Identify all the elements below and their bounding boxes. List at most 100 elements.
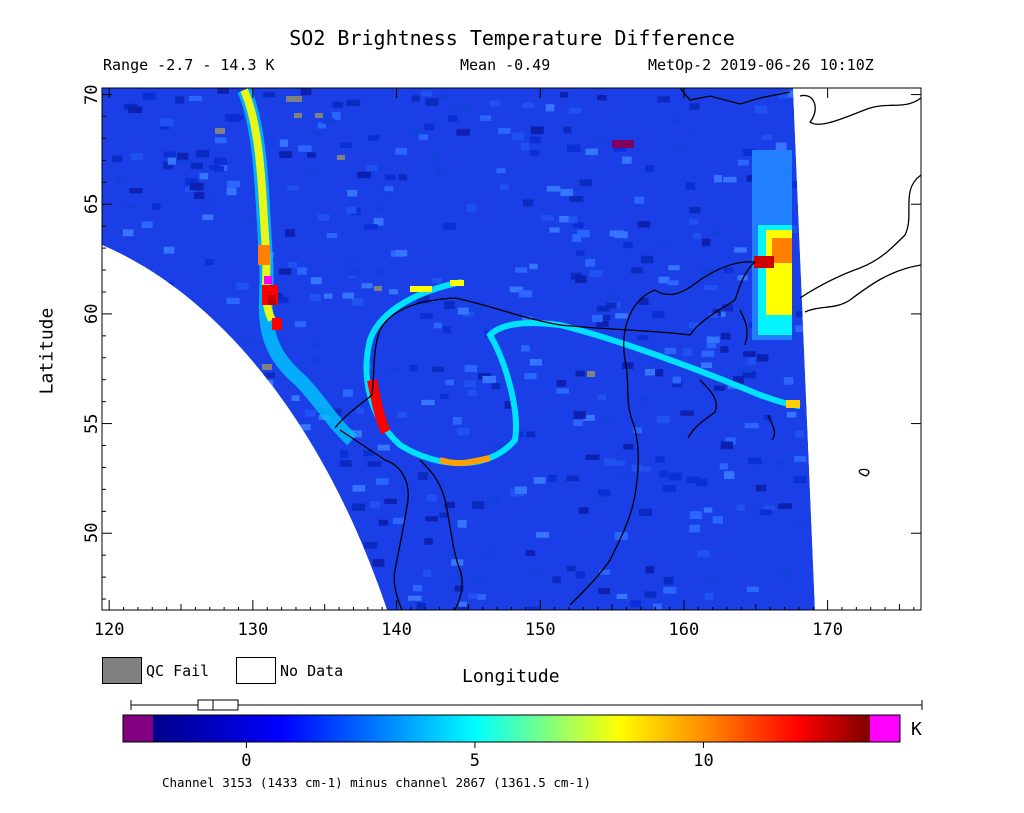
swath-pixel	[540, 215, 554, 221]
no-data-region	[793, 88, 921, 610]
swath-pixel	[310, 277, 322, 285]
swath-pixel	[637, 221, 651, 228]
swath-pixel	[378, 519, 388, 526]
swath-pixel	[706, 336, 720, 344]
swath-pixel	[722, 304, 734, 312]
no-data-swatch	[236, 657, 276, 684]
swath-pixel	[720, 346, 729, 353]
colorbar-tick-label: 10	[693, 751, 714, 771]
swath-pixel	[163, 161, 174, 170]
swath-pixel	[530, 126, 544, 135]
swath-pixel	[786, 411, 797, 418]
swath-pixel	[563, 126, 572, 134]
swath-pixel	[443, 326, 451, 334]
swath-pixel	[652, 311, 665, 319]
swath-pixel	[177, 152, 189, 160]
swath-pixel	[663, 485, 676, 493]
swath-pixel	[631, 267, 643, 274]
swath-pixel	[673, 145, 684, 151]
swath-pixel	[590, 137, 605, 146]
swath-pixel	[407, 595, 422, 601]
swath-pixel	[546, 185, 561, 192]
swath-pixel	[377, 444, 390, 451]
y-axis-label: Latitude	[36, 307, 58, 395]
swath-pixel	[685, 182, 695, 190]
swath-pixel	[160, 123, 170, 130]
swath-pixel	[496, 168, 506, 174]
swath-pixel	[747, 457, 762, 465]
swath-pixel	[376, 269, 386, 276]
swath-pixel	[640, 466, 651, 472]
swath-pixel	[582, 414, 595, 421]
x-tick-label: 140	[381, 620, 412, 640]
swath-pixel	[763, 415, 772, 421]
swath-pixel	[408, 364, 418, 372]
swath-pixel	[606, 294, 620, 302]
swath-pixel	[509, 286, 524, 293]
swath-pixel	[689, 511, 702, 520]
swath-pixel	[129, 188, 143, 194]
swath-pixel	[384, 498, 397, 504]
swath-pixel	[633, 427, 642, 434]
swath-pixel	[142, 92, 156, 101]
swath-pixel	[701, 362, 713, 368]
swath-pixel	[597, 394, 606, 400]
swath-pixel	[312, 129, 325, 137]
swath-pixel	[573, 419, 583, 426]
swath-pixel	[778, 92, 789, 99]
swath-pixel	[742, 371, 757, 379]
swath-pixel	[348, 254, 358, 263]
swath-pixel	[743, 351, 756, 358]
swath-pixel	[467, 204, 476, 212]
swath-pixel	[366, 165, 377, 172]
swath-pixel	[372, 559, 385, 567]
swath-pixel	[645, 566, 655, 574]
swath-pixel	[356, 407, 365, 414]
swath-pixel	[527, 606, 540, 610]
swath-pixel	[454, 585, 464, 592]
swath-pixel	[332, 101, 344, 108]
swath-pixel	[645, 365, 655, 372]
swath-pixel	[630, 600, 642, 608]
x-tick-label: 150	[524, 620, 556, 640]
swath-pixel	[787, 180, 799, 189]
swath-pixel	[717, 311, 726, 317]
so2-plume-west	[237, 88, 357, 446]
swath-pixel	[374, 206, 386, 212]
swath-pixel	[346, 206, 357, 214]
swath-pixel	[194, 192, 205, 199]
swath-pixel	[368, 135, 380, 141]
swath-pixel	[297, 267, 307, 275]
swath-pixel	[413, 585, 423, 592]
swath-pixel	[737, 275, 748, 281]
qc-fail-swatch	[102, 657, 142, 684]
swath-pixel	[688, 218, 699, 225]
swath-pixel	[456, 128, 470, 136]
swath-pixel	[426, 494, 437, 502]
swath-pixel	[264, 372, 275, 378]
swath-pixel	[418, 472, 428, 480]
swath-pixel	[422, 570, 432, 577]
y-tick-label: 50	[82, 522, 102, 544]
swath-pixel	[795, 430, 805, 438]
swath-pixel	[376, 478, 389, 485]
swath-pixel	[112, 155, 123, 163]
swath-pixel	[672, 380, 683, 388]
swath-pixel	[697, 550, 711, 558]
swath-pixel	[346, 99, 361, 106]
range-label: Range -2.7 - 14.3 K	[103, 56, 275, 74]
swath-pixel	[589, 270, 603, 278]
swath-pixel	[609, 230, 624, 237]
swath-pixel	[560, 188, 574, 196]
swath-pixel	[734, 247, 747, 253]
swath-pixel	[529, 568, 539, 575]
swath-pixel	[723, 267, 734, 273]
swath-pixel	[515, 267, 527, 273]
swath-pixel	[746, 175, 756, 182]
colorbar-gradient	[153, 715, 870, 742]
swath-pixel	[591, 314, 603, 323]
y-tick-label: 70	[82, 84, 102, 105]
swath-pixel	[202, 214, 214, 221]
swath-pixel	[342, 292, 354, 299]
swath-pixel	[663, 576, 674, 585]
